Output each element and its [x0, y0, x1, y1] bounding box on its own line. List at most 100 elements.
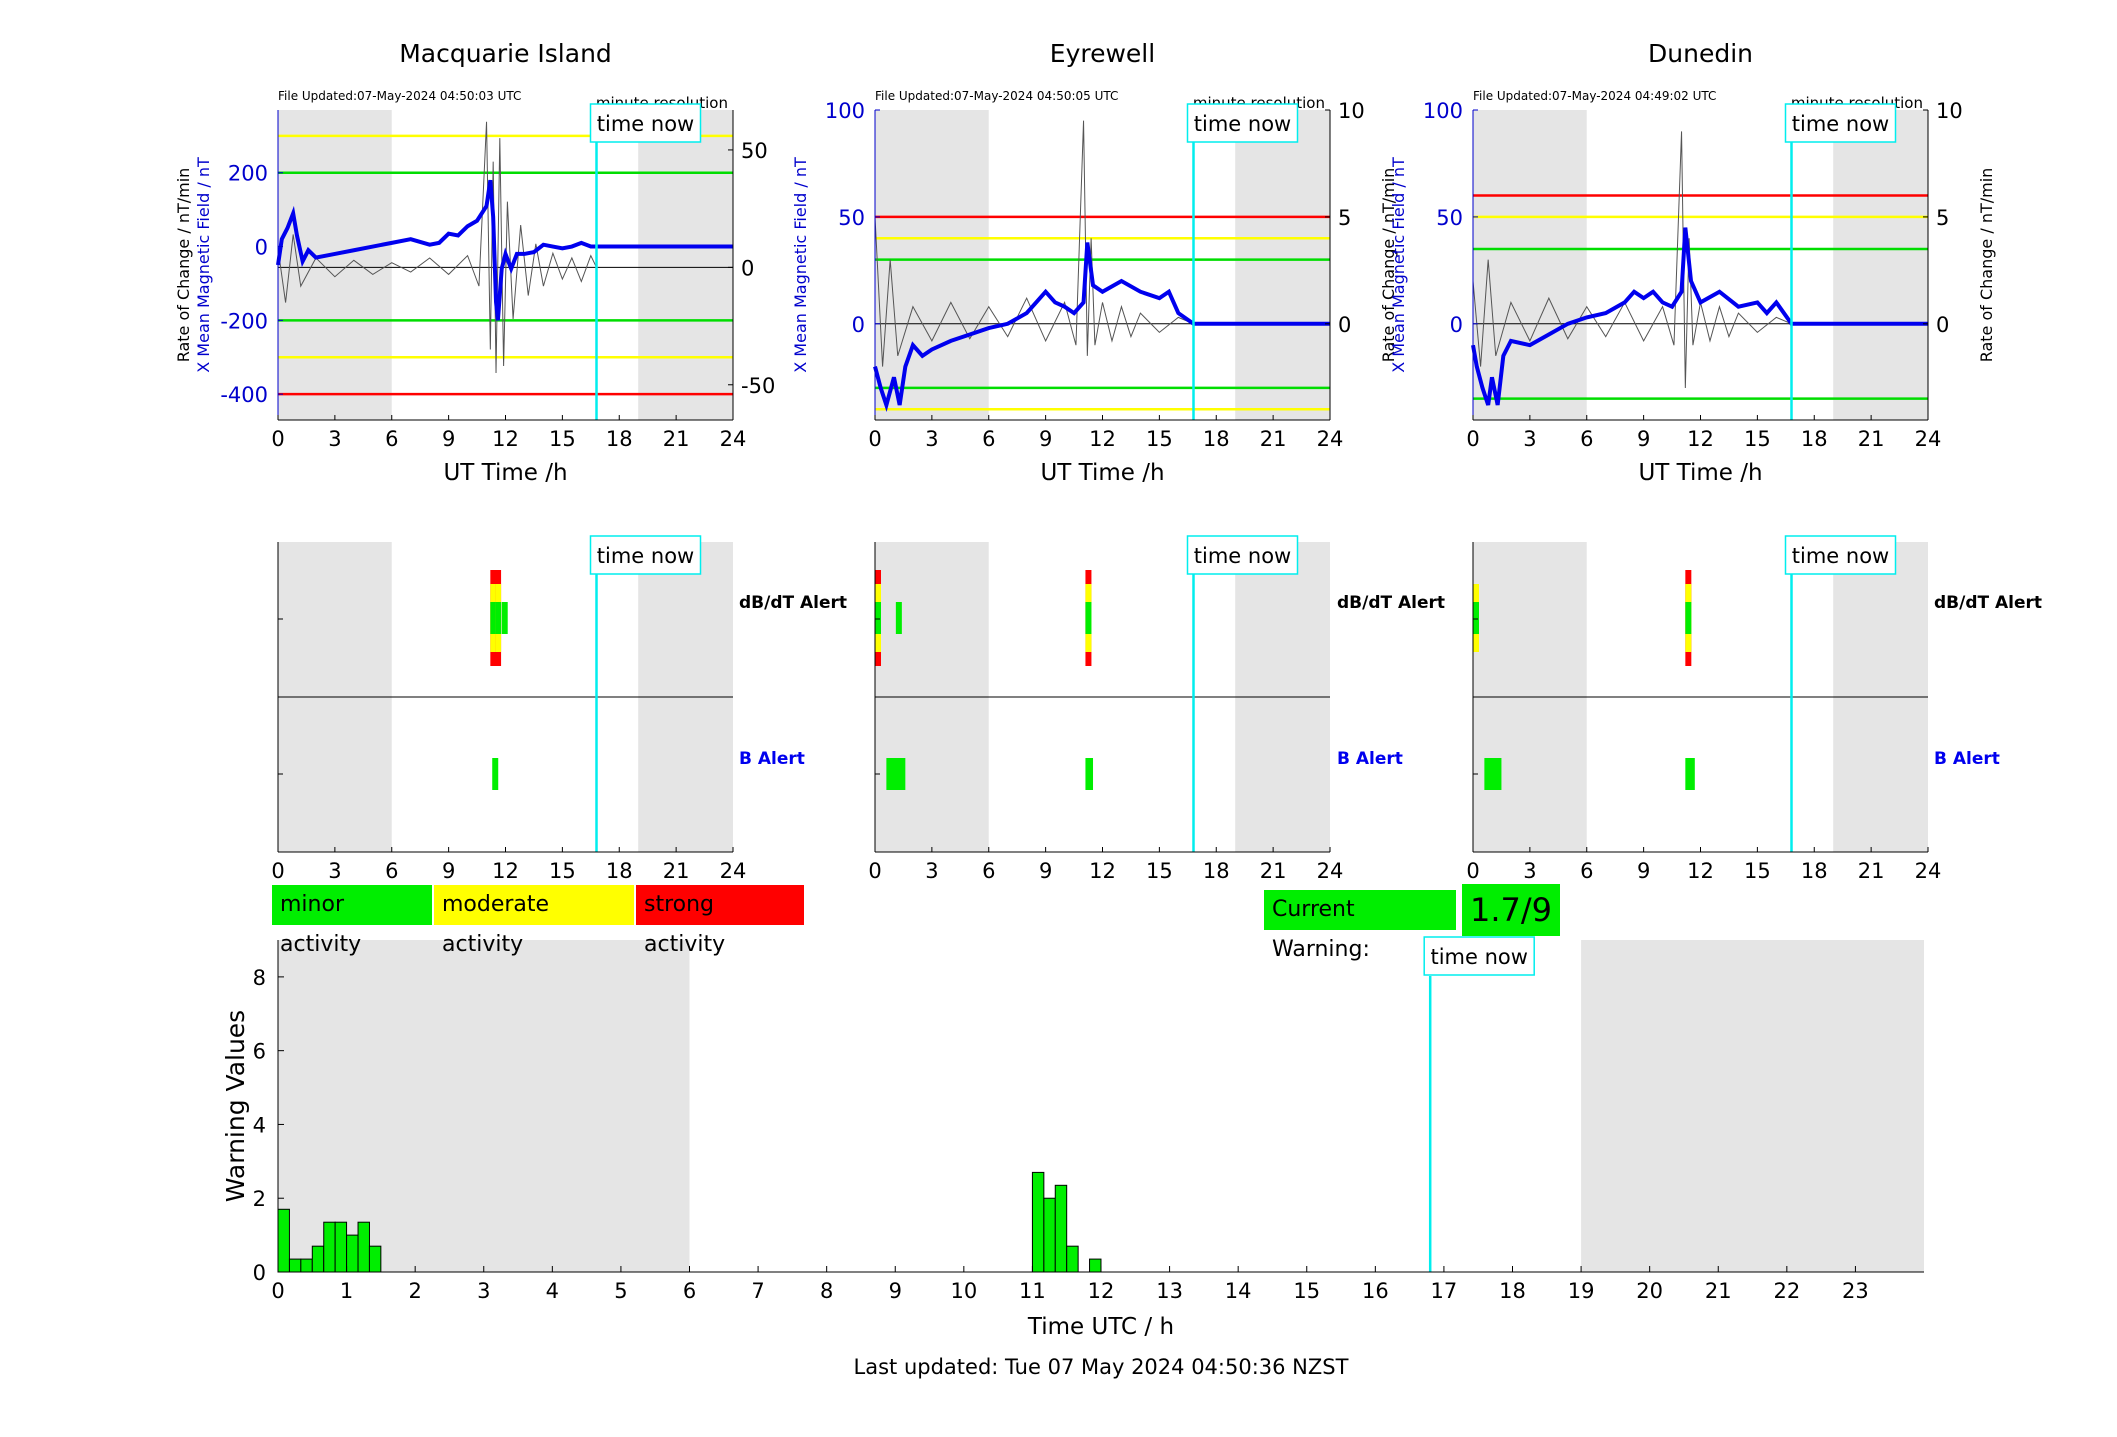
x-tick-top-0-3: 9	[442, 427, 455, 451]
dbdt-alert-minor-0-2	[501, 602, 508, 634]
warning-x-tick-20: 20	[1636, 1279, 1663, 1303]
warning-x-tick-3: 3	[477, 1279, 490, 1303]
x-tick-top-2-6: 18	[1801, 427, 1828, 451]
b-alert-0-0	[492, 758, 499, 790]
rate-series-2	[1472, 131, 1792, 388]
night-shade-left-1	[875, 110, 989, 420]
x-tick-top-1-7: 21	[1260, 427, 1287, 451]
x-tick-mid-2-4: 12	[1687, 859, 1714, 883]
x-tick-top-0-6: 18	[606, 427, 633, 451]
time-now-label-top-0-box	[589, 103, 702, 143]
x-tick-top-0-2: 6	[385, 427, 398, 451]
x-tick-mid-0-5: 15	[549, 859, 576, 883]
x-tick-top-1-4: 12	[1089, 427, 1116, 451]
file-updated-0: File Updated:07-May-2024 04:50:03 UTC	[278, 89, 521, 103]
time-now-label-top-1: time now	[1194, 112, 1291, 136]
warning-x-tick-12: 12	[1088, 1279, 1115, 1303]
x-tick-mid-0-4: 12	[492, 859, 519, 883]
warning-y-tick-3: 6	[253, 1040, 266, 1064]
y-tick-1-2: 0	[852, 313, 865, 337]
x-tick-mid-0-7: 21	[663, 859, 690, 883]
x-tick-top-2-0: 0	[1466, 427, 1479, 451]
warning-x-tick-11: 11	[1019, 1279, 1046, 1303]
x-tick-mid-1-3: 9	[1039, 859, 1052, 883]
warning-y-label: Warning Values	[221, 1010, 250, 1202]
warning-x-tick-17: 17	[1431, 1279, 1458, 1303]
dbdt-alert-minor-2-1	[1685, 602, 1692, 634]
y2-tick-0-1: 0	[741, 256, 754, 280]
warning-bar-2	[300, 1258, 313, 1273]
warning-y-tick-0: 0	[253, 1261, 266, 1285]
x-tick-mid-0-0: 0	[271, 859, 284, 883]
warning-x-tick-16: 16	[1362, 1279, 1389, 1303]
current-warning-value: 1.7/9	[1462, 884, 1560, 936]
dbdt-alert-label-1: dB/dT Alert	[1337, 593, 1445, 613]
file-updated-2: File Updated:07-May-2024 04:49:02 UTC	[1473, 89, 1716, 103]
legend-minor: minor activity	[272, 885, 432, 957]
warning-x-tick-5: 5	[614, 1279, 627, 1303]
x-tick-mid-1-0: 0	[868, 859, 881, 883]
warning-x-tick-21: 21	[1705, 1279, 1732, 1303]
warning-bar-0	[277, 1208, 290, 1273]
file-updated-1: File Updated:07-May-2024 04:50:05 UTC	[875, 89, 1118, 103]
y2-tick-2-1: 5	[1936, 206, 1949, 230]
x-tick-mid-0-8: 24	[720, 859, 747, 883]
time-now-label-bottom-box	[1423, 936, 1535, 976]
footer-last-updated: Last updated: Tue 07 May 2024 04:50:36 N…	[854, 1355, 1349, 1379]
time-now-label-mid-2-box	[1784, 535, 1897, 575]
y2-tick-0-2: -50	[741, 374, 775, 398]
x-tick-mid-1-4: 12	[1089, 859, 1116, 883]
time-now-label-mid-1-box	[1186, 535, 1299, 575]
y2-tick-0-0: 50	[741, 139, 768, 163]
warning-x-tick-4: 4	[546, 1279, 559, 1303]
y-tick-0-1: 0	[255, 236, 268, 260]
warning-bar-6	[346, 1234, 359, 1273]
warning-bar-9	[1031, 1171, 1045, 1273]
y-label-1: X Mean Magnetic Field / nT	[791, 157, 810, 373]
station-title-0: Macquarie Island	[399, 39, 612, 68]
x-tick-mid-2-7: 21	[1858, 859, 1885, 883]
time-now-label-top-1-box	[1186, 103, 1299, 143]
x-tick-top-2-1: 3	[1523, 427, 1536, 451]
station-title-2: Dunedin	[1648, 39, 1753, 68]
x-tick-top-2-4: 12	[1687, 427, 1714, 451]
x-tick-top-0-1: 3	[328, 427, 341, 451]
x-tick-mid-1-7: 21	[1260, 859, 1287, 883]
warning-x-tick-0: 0	[271, 1279, 284, 1303]
x-tick-top-2-5: 15	[1744, 427, 1771, 451]
b-alert-1-1	[1085, 758, 1094, 790]
y-tick-0-0: 200	[228, 162, 268, 186]
y-tick-0-2: -200	[220, 309, 268, 333]
time-now-label-top-2: time now	[1792, 112, 1889, 136]
x-tick-top-0-4: 12	[492, 427, 519, 451]
y2-tick-2-0: 10	[1936, 99, 1963, 123]
time-now-label-top-2-box	[1784, 103, 1897, 143]
x-tick-top-2-8: 24	[1915, 427, 1942, 451]
warning-shade-right	[1581, 940, 1924, 1272]
x-tick-top-1-0: 0	[868, 427, 881, 451]
b-alert-2-0	[1484, 758, 1502, 790]
warning-shade-left	[278, 940, 690, 1272]
x-tick-top-1-2: 6	[982, 427, 995, 451]
warning-bar-11	[1054, 1184, 1068, 1273]
dbdt-alert-label-2: dB/dT Alert	[1934, 593, 2042, 613]
x-tick-mid-1-5: 15	[1146, 859, 1173, 883]
y2-tick-1-1: 5	[1338, 206, 1351, 230]
warning-x-tick-19: 19	[1568, 1279, 1595, 1303]
dbdt-alert-minor-1-0	[875, 602, 881, 634]
x-tick-mid-2-6: 18	[1801, 859, 1828, 883]
night-shade-right-2	[1833, 110, 1928, 420]
warning-x-tick-18: 18	[1499, 1279, 1526, 1303]
x-tick-top-1-1: 3	[925, 427, 938, 451]
x-tick-top-0-8: 24	[720, 427, 747, 451]
warning-x-tick-15: 15	[1293, 1279, 1320, 1303]
time-now-label-mid-2: time now	[1792, 544, 1889, 568]
y-tick-2-1: 50	[1436, 206, 1463, 230]
x-tick-top-1-3: 9	[1039, 427, 1052, 451]
night-shade-right-0	[638, 110, 733, 420]
x-tick-mid-1-1: 3	[925, 859, 938, 883]
warning-bar-8	[368, 1245, 382, 1273]
b-alert-1-0	[886, 758, 906, 790]
dbdt-alert-label-0: dB/dT Alert	[739, 593, 847, 613]
warning-bar-12	[1066, 1245, 1079, 1273]
